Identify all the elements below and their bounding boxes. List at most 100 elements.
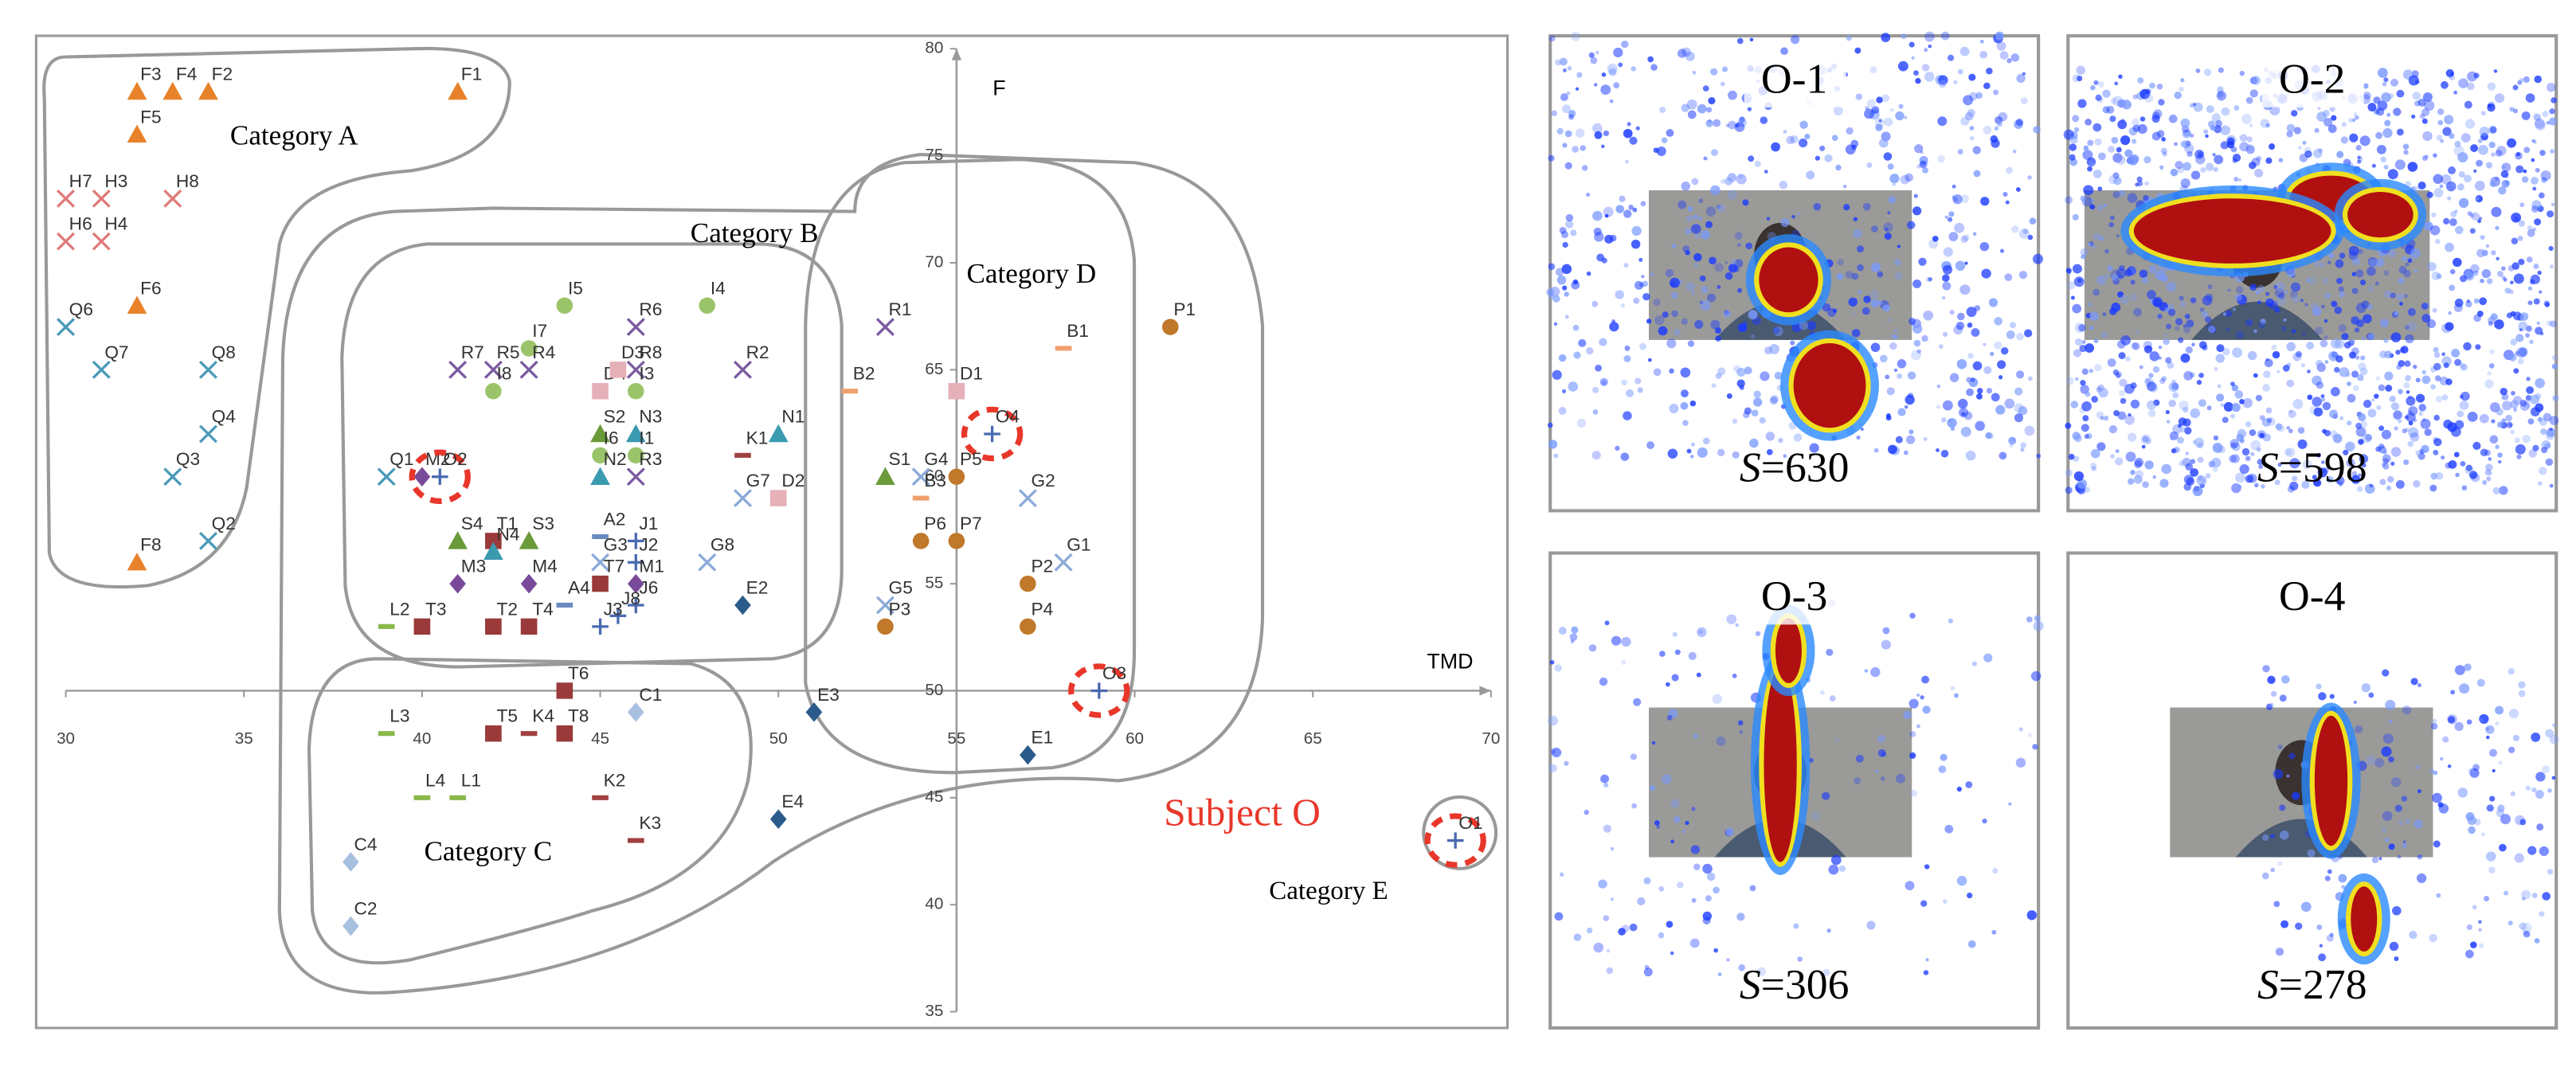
gaze-dot: [2263, 370, 2271, 378]
point-label: C2: [354, 899, 378, 919]
gaze-dot: [1947, 54, 1955, 61]
gaze-dot: [2405, 262, 2410, 267]
gaze-dot: [2529, 339, 2534, 345]
gaze-dot: [2550, 149, 2554, 154]
gaze-dot: [2108, 146, 2115, 153]
gaze-dot: [2097, 186, 2103, 192]
gaze-dot: [2005, 200, 2010, 205]
category-label: Category A: [230, 120, 358, 151]
gaze-dot: [1712, 694, 1723, 704]
gaze-dot: [2392, 906, 2402, 916]
gaze-dot: [2433, 346, 2439, 353]
gaze-dot: [2295, 350, 2302, 358]
gaze-dot: [1621, 636, 1631, 647]
gaze-dot: [2358, 412, 2367, 422]
gaze-dot: [2221, 107, 2230, 116]
gaze-dot: [2460, 275, 2467, 283]
gaze-dot: [2484, 896, 2490, 902]
gaze-dot: [1960, 194, 1969, 203]
gaze-dot: [1907, 371, 1916, 380]
gaze-dot: [1848, 297, 1858, 307]
gaze-dot: [2426, 191, 2433, 198]
gaze-dot: [2112, 274, 2119, 281]
gaze-dot: [1942, 281, 1952, 291]
gaze-dot: [2454, 140, 2461, 148]
gaze-dot: [2518, 258, 2525, 265]
gaze-dot: [2018, 271, 2028, 279]
gaze-dot: [2032, 744, 2038, 750]
gaze-dot: [2549, 416, 2559, 426]
gaze-dot: [2286, 379, 2295, 388]
y-tick-label: 40: [925, 895, 943, 913]
gaze-dot: [2453, 451, 2460, 458]
gaze-dot: [1568, 114, 1575, 120]
gaze-dot: [2469, 213, 2475, 218]
gaze-dot: [1591, 451, 1601, 460]
gaze-dot: [1798, 138, 1808, 148]
point-label: G2: [1031, 471, 1055, 491]
gaze-dot: [2519, 78, 2524, 83]
gaze-dot: [2424, 428, 2432, 436]
gaze-dot: [1547, 422, 1553, 428]
gaze-dot: [2507, 138, 2517, 148]
point: [699, 297, 716, 314]
gaze-dot: [2168, 381, 2179, 393]
gaze-dot: [2402, 705, 2412, 715]
gaze-dot: [2093, 233, 2100, 240]
gaze-dot: [2367, 103, 2377, 111]
gaze-dot: [1968, 92, 1978, 101]
gaze-dot: [1601, 257, 1607, 264]
gaze-dot: [1694, 319, 1704, 329]
gaze-dot: [2269, 105, 2280, 116]
gaze-dot: [1856, 245, 1865, 253]
gaze-dot: [1564, 315, 1569, 319]
gaze-dot: [2167, 362, 2175, 369]
gaze-dot: [2327, 869, 2332, 874]
gaze-dot: [2022, 229, 2029, 234]
gaze-dot: [2405, 334, 2414, 344]
gaze-dot: [1904, 405, 1909, 409]
point: [948, 383, 965, 400]
gaze-dot: [1831, 135, 1838, 141]
gaze-dot: [1662, 311, 1669, 319]
gaze-dot: [2018, 406, 2028, 416]
gaze-dot: [2205, 293, 2214, 302]
gaze-dot: [2448, 716, 2456, 724]
gaze-dot: [1970, 377, 1975, 382]
gaze-dot: [2510, 791, 2515, 797]
gaze-dot: [1716, 204, 1721, 209]
gaze-dot: [2386, 485, 2392, 491]
gaze-dot: [2012, 150, 2017, 154]
gaze-dot: [1774, 371, 1783, 380]
gaze-dot: [2437, 108, 2445, 115]
gaze-dot: [2416, 873, 2427, 883]
gaze-dot: [2431, 212, 2437, 218]
gaze-dot: [2495, 225, 2500, 230]
gaze-dot: [2249, 123, 2253, 127]
gaze-dot: [2415, 377, 2421, 383]
gaze-dot: [2535, 393, 2542, 400]
gaze-dot: [2319, 262, 2325, 268]
gaze-dot: [1953, 197, 1959, 202]
gaze-dot: [2090, 448, 2100, 459]
gaze-dot: [2442, 127, 2452, 136]
gaze-dot: [2165, 357, 2172, 364]
gaze-dot: [1898, 104, 1904, 109]
gaze-dot: [2390, 78, 2398, 87]
gaze-dot: [2185, 463, 2194, 471]
gaze-dot: [2195, 68, 2201, 73]
point-label: O2: [443, 449, 467, 469]
gaze-dot: [2106, 105, 2115, 114]
point-label: H6: [69, 214, 92, 234]
gaze-dot: [1936, 405, 1940, 409]
gaze-dot: [2205, 316, 2212, 323]
gaze-dot: [1960, 235, 1968, 243]
gaze-dot: [1728, 264, 1738, 273]
point: [519, 531, 539, 549]
gaze-dot: [2436, 893, 2441, 898]
gaze-dot: [2087, 242, 2092, 247]
gaze-dot: [1629, 136, 1638, 145]
point: [519, 361, 538, 379]
gaze-dot: [1991, 393, 2000, 402]
gaze-dot: [2476, 678, 2485, 687]
